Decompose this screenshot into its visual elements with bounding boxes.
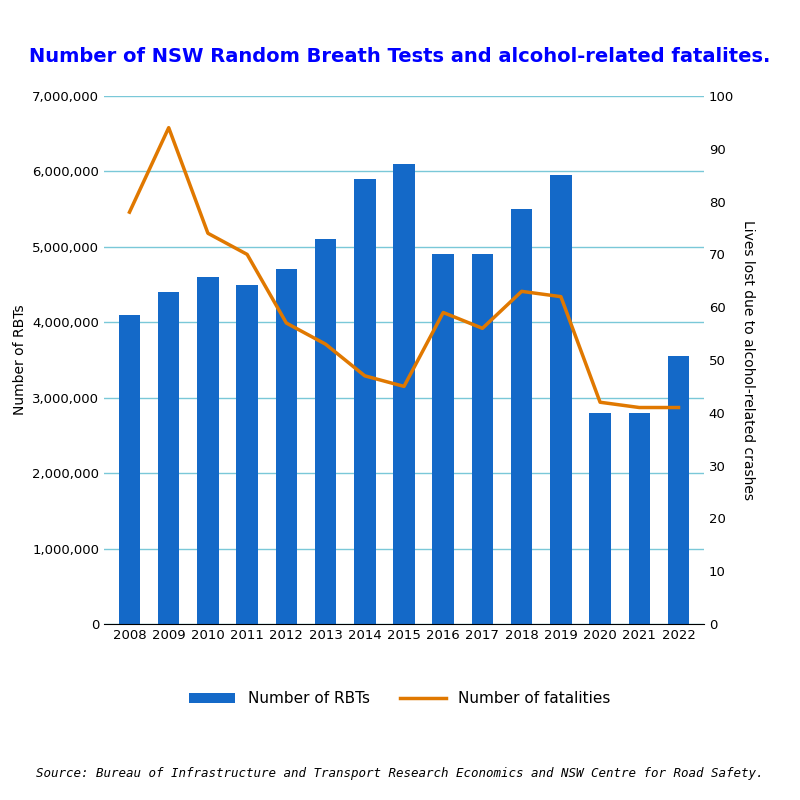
Y-axis label: Lives lost due to alcohol-related crashes: Lives lost due to alcohol-related crashe… — [741, 220, 755, 500]
Bar — [629, 413, 650, 624]
Bar — [433, 254, 454, 624]
Bar — [550, 175, 572, 624]
Bar — [354, 179, 375, 624]
Bar — [314, 239, 336, 624]
Bar — [197, 277, 218, 624]
Bar — [590, 413, 611, 624]
Bar — [236, 285, 258, 624]
Text: Source: Bureau of Infrastructure and Transport Research Economics and NSW Centre: Source: Bureau of Infrastructure and Tra… — [36, 767, 764, 780]
Legend: Number of RBTs, Number of fatalities: Number of RBTs, Number of fatalities — [183, 685, 617, 712]
Bar — [394, 164, 414, 624]
Bar — [472, 254, 494, 624]
Bar — [158, 292, 179, 624]
Bar — [275, 270, 297, 624]
Y-axis label: Number of RBTs: Number of RBTs — [13, 305, 26, 415]
Text: Number of NSW Random Breath Tests and alcohol-related fatalites.: Number of NSW Random Breath Tests and al… — [30, 46, 770, 66]
Bar — [511, 209, 533, 624]
Bar — [668, 356, 690, 624]
Bar — [118, 314, 140, 624]
